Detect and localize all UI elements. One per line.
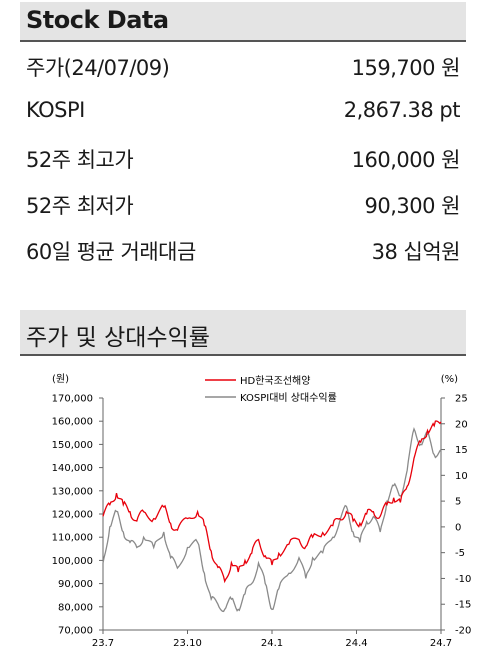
legend-label-relative: KOSPI대비 상대수익률 — [240, 392, 337, 404]
stock-row-avg-trading: 60일 평균 거래대금 38 십억원 — [20, 228, 466, 274]
row-label: 주가(24/07/09) — [26, 56, 170, 80]
stock-data-header: Stock Data — [20, 2, 466, 42]
x-axis-tick-label: 24.4 — [345, 638, 367, 649]
right-axis-tick-label: 0 — [455, 522, 461, 533]
row-label: 52주 최고가 — [26, 148, 134, 172]
row-label: KOSPI — [26, 98, 85, 122]
left-axis-tick-label: 100,000 — [52, 556, 93, 567]
x-axis-tick-label: 23.7 — [92, 638, 114, 649]
row-label: 52주 최저가 — [26, 194, 134, 218]
series-line-price — [102, 420, 442, 584]
stock-row-52w-low: 52주 최저가 90,300 원 — [20, 182, 466, 228]
row-value: 159,700 원 — [351, 56, 461, 80]
row-value: 90,300 원 — [364, 194, 461, 218]
stock-row-52w-high: 52주 최고가 160,000 원 — [20, 136, 466, 182]
stock-row-kospi: KOSPI 2,867.38 pt — [20, 90, 466, 136]
x-axis-tick-label: 23.10 — [173, 638, 202, 649]
right-axis-tick-label: 5 — [455, 497, 461, 508]
right-axis-tick-label: 20 — [455, 419, 468, 430]
series-line-relative-return — [102, 426, 442, 613]
left-axis-tick-label: 90,000 — [58, 579, 93, 590]
legend-label-price: HD한국조선해양 — [240, 374, 310, 387]
left-axis-tick-label: 70,000 — [58, 626, 93, 637]
left-axis-tick-label: 130,000 — [52, 486, 93, 497]
x-axis-tick-label: 24.1 — [261, 638, 283, 649]
stock-row-price: 주가(24/07/09) 159,700 원 — [20, 44, 466, 90]
right-axis-tick-label: -20 — [455, 626, 471, 637]
x-axis-tick-label: 24.7 — [430, 638, 452, 649]
right-axis-unit: (%) — [441, 374, 458, 385]
right-axis-tick-label: -10 — [455, 574, 471, 585]
price-relative-return-chart: 70,000 80,000 90,000 100,000 110,000 120,000 1… — [52, 373, 472, 649]
row-label: 60일 평균 거래대금 — [26, 240, 196, 264]
right-axis-tick-label: 15 — [455, 445, 468, 456]
row-value: 160,000 원 — [351, 148, 461, 172]
chart-section-title: 주가 및 상대수익률 — [26, 325, 210, 351]
left-axis-tick-label: 80,000 — [58, 602, 93, 613]
left-axis-tick-label: 160,000 — [52, 417, 93, 428]
left-axis-tick-label: 110,000 — [52, 533, 93, 544]
left-axis-tick-label: 140,000 — [52, 463, 93, 474]
row-value: 2,867.38 pt — [343, 98, 461, 122]
chart-legend: HD한국조선해양 KOSPI대비 상대수익률 — [205, 374, 337, 404]
left-axis-unit: (원) — [52, 373, 69, 385]
right-axis-tick-label: 10 — [455, 471, 468, 482]
left-axis-tick-label: 120,000 — [52, 510, 93, 521]
right-axis-tick-label: -5 — [455, 548, 465, 559]
right-axis-tick-label: 25 — [455, 394, 468, 405]
row-value: 38 십억원 — [371, 240, 461, 264]
left-axis-tick-label: 170,000 — [52, 394, 93, 405]
right-axis-tick-label: -15 — [455, 600, 471, 611]
stock-data-title: Stock Data — [26, 6, 169, 34]
left-axis-tick-label: 150,000 — [52, 440, 93, 451]
chart-section-header: 주가 및 상대수익률 — [20, 310, 466, 356]
